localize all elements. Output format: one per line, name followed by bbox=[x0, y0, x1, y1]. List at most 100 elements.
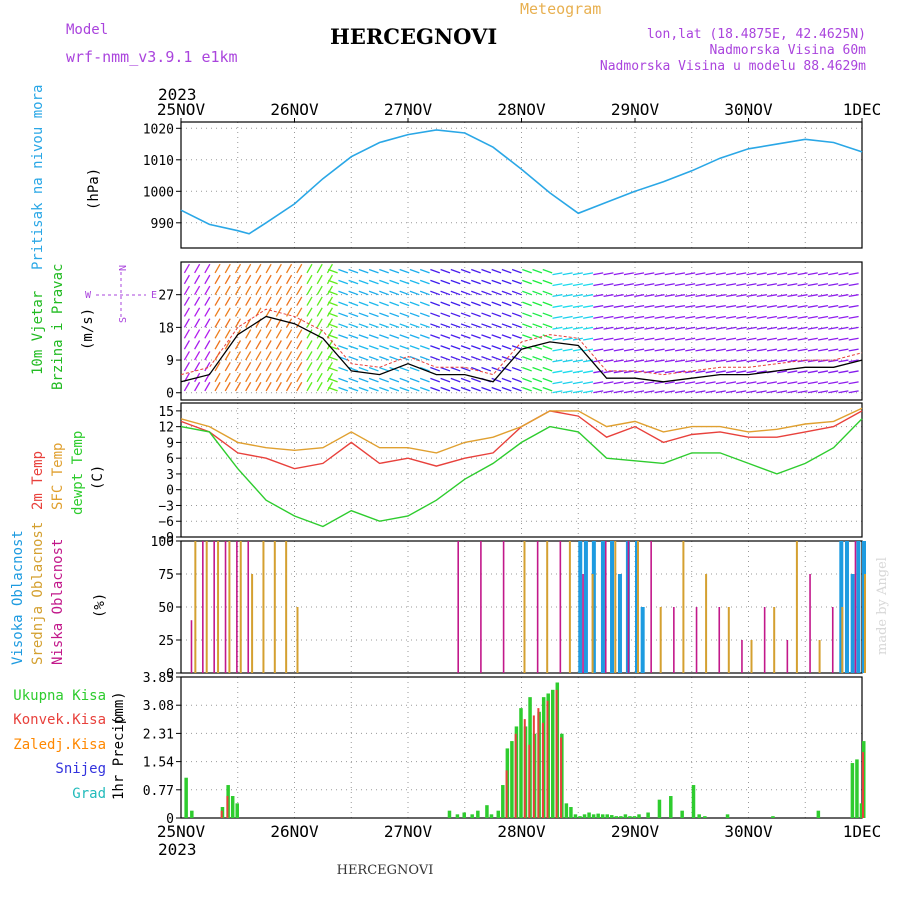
wind-barb bbox=[583, 304, 594, 308]
wind-barb bbox=[654, 294, 665, 298]
wind-barb bbox=[572, 326, 583, 330]
wind-barb bbox=[644, 304, 655, 308]
wind-barb bbox=[275, 274, 282, 285]
wind-barb bbox=[440, 356, 451, 361]
wind-barb bbox=[326, 340, 333, 350]
wind-barb bbox=[726, 294, 737, 298]
wind-barb bbox=[183, 263, 190, 274]
wind-barb bbox=[419, 377, 430, 383]
wind-barb bbox=[593, 315, 604, 319]
wind-barb bbox=[348, 356, 359, 361]
cloud-bar bbox=[614, 541, 617, 673]
temp-unit: (C) bbox=[90, 465, 106, 490]
precip-bar bbox=[537, 708, 540, 818]
wind-barb bbox=[695, 272, 706, 276]
wind-barb bbox=[409, 345, 420, 350]
precip-bar bbox=[657, 799, 662, 818]
wind-barb bbox=[338, 279, 349, 285]
wind-barb bbox=[623, 359, 634, 363]
wind-barb bbox=[214, 329, 221, 339]
wind-barb bbox=[695, 326, 706, 330]
wind-barb bbox=[348, 323, 359, 328]
wind-barb bbox=[224, 307, 231, 317]
compass-rose: N S W E bbox=[85, 265, 157, 323]
wind-barb bbox=[603, 304, 614, 308]
wind-barb bbox=[296, 361, 303, 372]
wind-barb bbox=[296, 296, 303, 306]
wind-barb bbox=[399, 386, 410, 392]
wind-barb bbox=[726, 337, 737, 341]
wind-barb bbox=[430, 334, 441, 339]
wind-barb bbox=[644, 326, 655, 330]
cloud-bar bbox=[682, 541, 685, 673]
wind-barb bbox=[756, 283, 767, 287]
wind-barb bbox=[674, 348, 686, 352]
wind-barb bbox=[797, 272, 808, 276]
wind-barb bbox=[245, 296, 252, 306]
wind-barb bbox=[316, 296, 323, 306]
wind-barb bbox=[623, 370, 634, 374]
wind-barb bbox=[389, 290, 400, 296]
wind-barb bbox=[491, 268, 502, 274]
wind-barb bbox=[440, 323, 451, 328]
wind-barb bbox=[234, 381, 242, 392]
wind-barb bbox=[285, 372, 293, 383]
ytick-label: 1010 bbox=[143, 154, 174, 169]
wind-barb bbox=[787, 370, 798, 374]
wind-barb bbox=[409, 301, 420, 307]
wind-barb bbox=[613, 359, 624, 363]
wind-barb bbox=[817, 390, 829, 394]
wind-barb bbox=[685, 381, 696, 385]
wind-barb bbox=[511, 334, 522, 339]
wind-barb bbox=[275, 381, 282, 392]
date-tick-top: 26NOV bbox=[270, 100, 319, 119]
wind-barb bbox=[399, 301, 410, 307]
wind-barb bbox=[338, 268, 349, 274]
wind-barb bbox=[583, 272, 594, 276]
wind-barb bbox=[275, 340, 282, 350]
wind-barb bbox=[777, 348, 788, 352]
wind-barb bbox=[522, 312, 532, 318]
ytick-label: 0 bbox=[166, 484, 174, 499]
wind-barb bbox=[316, 285, 323, 296]
precip-bar bbox=[855, 759, 859, 818]
wind-barb bbox=[214, 307, 221, 317]
wind-barb bbox=[613, 370, 624, 374]
wind-barb bbox=[194, 318, 201, 328]
wind-barb bbox=[532, 279, 543, 285]
wind-barb bbox=[623, 283, 634, 287]
precip-bar bbox=[470, 814, 474, 818]
wind-gust-line bbox=[180, 308, 863, 376]
wind-barb bbox=[460, 290, 471, 296]
wind-barb bbox=[409, 334, 420, 339]
wind-barb bbox=[654, 348, 665, 352]
wind-barb bbox=[379, 290, 389, 296]
wind-barb bbox=[787, 283, 798, 287]
wind-unit: (m/s) bbox=[80, 308, 96, 350]
wind-barb bbox=[214, 263, 221, 274]
wind-barb bbox=[664, 337, 675, 341]
wind-barb bbox=[583, 337, 594, 341]
ytick-label: 50 bbox=[158, 601, 174, 616]
wind-barb bbox=[338, 312, 349, 318]
wind-barb bbox=[674, 283, 686, 287]
wind-barb bbox=[368, 279, 379, 285]
wind-barb bbox=[316, 381, 323, 392]
cloud-bar bbox=[251, 574, 254, 673]
wind-barb bbox=[234, 351, 242, 361]
wind-barb bbox=[183, 361, 190, 372]
wind-barb bbox=[255, 274, 262, 285]
wind-barb bbox=[358, 334, 369, 339]
wind-barb bbox=[807, 370, 818, 374]
wind-barb bbox=[204, 263, 211, 274]
wind-barb bbox=[644, 390, 655, 394]
wind-barb bbox=[481, 334, 492, 339]
wind-barb bbox=[399, 345, 410, 350]
wind-barb bbox=[204, 285, 211, 296]
wind-barb bbox=[705, 272, 716, 276]
pressure-line bbox=[180, 129, 863, 235]
wind-barb bbox=[552, 348, 563, 352]
wind-barb bbox=[746, 315, 757, 319]
precip-bar bbox=[619, 816, 623, 818]
wind-barb bbox=[634, 294, 645, 298]
